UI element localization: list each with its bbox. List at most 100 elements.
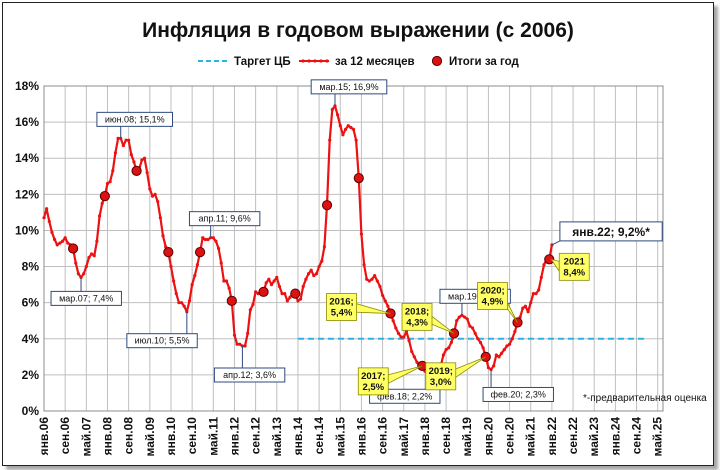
yearly-marker	[99, 191, 110, 202]
monthly-point	[351, 127, 356, 131]
monthly-point	[179, 301, 184, 305]
monthly-point	[383, 299, 387, 303]
monthly-point	[58, 241, 62, 245]
callout-label: мар.07; 7,4%	[59, 293, 113, 303]
monthly-point	[127, 138, 131, 142]
monthly-point	[60, 239, 65, 243]
yearly-marker	[194, 247, 206, 258]
monthly-point	[203, 237, 207, 242]
monthly-point	[243, 344, 247, 348]
y-tick-label: 2%	[22, 368, 40, 382]
monthly-point	[510, 337, 514, 341]
monthly-point	[111, 169, 115, 173]
monthly-point	[142, 156, 147, 160]
monthly-point	[206, 237, 210, 242]
y-tick-label: 6%	[22, 296, 40, 310]
x-tick-label: янв.24	[608, 417, 622, 456]
callout-box-yellow	[326, 293, 357, 321]
monthly-point	[481, 346, 485, 350]
yearly-marker	[353, 172, 364, 184]
monthly-point	[349, 125, 353, 130]
monthly-point	[531, 292, 535, 296]
x-tick-label: сен.18	[439, 417, 453, 455]
monthly-point	[169, 264, 173, 269]
monthly-point	[346, 124, 350, 128]
monthly-point	[145, 171, 149, 175]
monthly-point	[320, 259, 324, 263]
y-tick-label: 0%	[22, 404, 40, 418]
monthly-point	[449, 340, 453, 344]
callout-box-yellow	[401, 302, 433, 331]
yearly-marker	[163, 247, 174, 258]
monthly-point	[415, 360, 419, 364]
monthly-point	[399, 335, 403, 339]
legend: Таргет ЦБ за 12 месяцев Итоги за год	[198, 55, 519, 68]
legend-monthly-dot	[319, 59, 323, 63]
monthly-point	[148, 187, 152, 191]
callout-label: апр.12; 3,6%	[223, 370, 276, 380]
monthly-point	[235, 342, 239, 346]
yearly-marker	[67, 243, 79, 254]
callout-label-yellow: 8,4%	[563, 267, 585, 278]
monthly-point	[172, 279, 176, 283]
monthly-point	[343, 127, 348, 131]
callout-box	[96, 111, 174, 127]
monthly-point	[476, 337, 480, 341]
callout-label-yellow: 2020;	[480, 286, 504, 297]
monthly-point	[95, 239, 99, 243]
callout-box-yellow	[558, 252, 590, 281]
monthly-point	[373, 273, 377, 278]
monthly-point	[306, 272, 311, 276]
monthly-point	[211, 236, 215, 240]
monthly-point	[90, 252, 94, 256]
legend-target-label: Таргет ЦБ	[234, 56, 291, 68]
monthly-point	[108, 180, 112, 184]
monthly-point	[264, 281, 268, 285]
monthly-point	[396, 331, 401, 335]
monthly-point	[412, 355, 416, 359]
x-tick-label: янв.14	[291, 417, 305, 456]
monthly-point	[84, 264, 88, 269]
monthly-point	[121, 143, 125, 148]
x-tick-label: сен.22	[566, 417, 580, 455]
x-tick-label: май.11	[206, 417, 220, 456]
callout-label: мар.15; 16,9%	[319, 82, 378, 92]
x-tick-label: сен.10	[185, 417, 199, 455]
yearly-marker	[131, 165, 142, 176]
monthly-point	[391, 319, 395, 323]
x-tick-label: май.23	[587, 417, 601, 457]
monthly-point	[193, 273, 197, 278]
x-tick-label: сен.08	[122, 417, 136, 455]
monthly-point	[309, 268, 313, 272]
x-tick-label: янв.12	[227, 417, 241, 456]
monthly-point	[500, 351, 504, 355]
monthly-point	[296, 299, 300, 303]
callout-pointer	[550, 258, 560, 273]
y-axis: 0% 2% 4% 6% 8% 10% 12% 14% 16% 18%	[15, 79, 39, 418]
monthly-point	[92, 254, 96, 258]
monthly-point	[330, 107, 334, 112]
monthly-point	[55, 243, 59, 247]
x-tick-label: янв.22	[545, 417, 559, 456]
monthly-point	[494, 353, 498, 357]
monthly-point	[362, 263, 366, 267]
legend-yearly-swatch	[431, 55, 443, 67]
monthly-point	[505, 344, 509, 348]
monthly-point	[82, 272, 86, 276]
x-tick-label: сен.16	[376, 417, 390, 455]
monthly-point	[328, 138, 332, 142]
yearly-marker	[258, 286, 269, 297]
monthly-point	[224, 279, 229, 283]
callout-label-yellow: 2,5%	[362, 382, 384, 393]
monthly-point	[201, 236, 205, 240]
monthly-point	[367, 279, 371, 283]
monthly-point	[227, 286, 231, 290]
monthly-point	[280, 292, 284, 296]
monthly-point	[158, 216, 162, 220]
monthly-point	[272, 279, 276, 283]
monthly-point	[523, 304, 528, 308]
monthly-point	[301, 284, 305, 289]
x-tick-label: янв.20	[481, 417, 495, 456]
monthly-point	[457, 315, 461, 319]
callout-box	[559, 221, 663, 242]
